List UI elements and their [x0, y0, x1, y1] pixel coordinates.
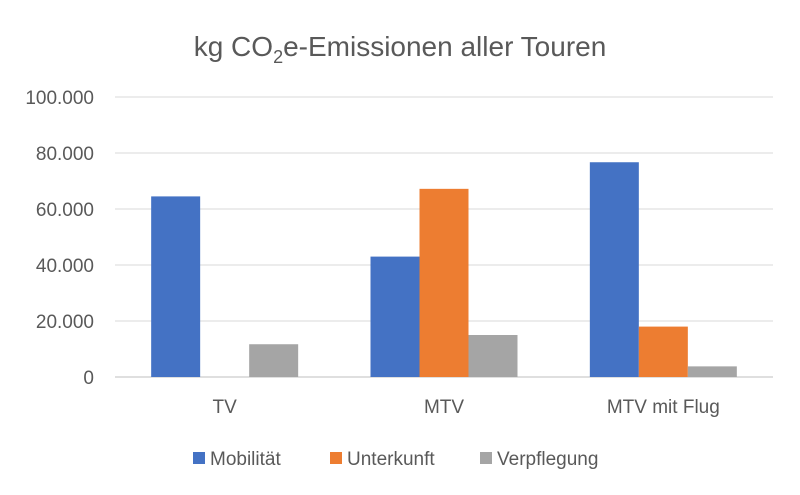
x-tick-label: MTV: [424, 397, 464, 418]
legend-label: Mobilität: [210, 449, 281, 470]
bar-unterkunft: [638, 326, 688, 377]
y-tick-label: 80.000: [36, 144, 94, 165]
legend-label: Verpflegung: [497, 449, 598, 470]
bar-mobilität: [151, 196, 201, 377]
bar-unterkunft: [419, 188, 469, 377]
y-tick-label: 40.000: [36, 256, 94, 277]
y-tick-label: 20.000: [36, 312, 94, 333]
bar-verpflegung: [468, 335, 518, 377]
legend-swatch: [330, 452, 342, 464]
legend-swatch: [193, 452, 205, 464]
bar-verpflegung: [687, 366, 737, 377]
bar-mobilität: [370, 256, 420, 377]
chart-title: kg CO2e-Emissionen aller Touren: [194, 31, 607, 67]
legend-label: Unterkunft: [347, 449, 435, 470]
x-tick-label: MTV mit Flug: [607, 397, 720, 418]
bar-verpflegung: [249, 344, 299, 377]
x-tick-label: TV: [213, 397, 238, 418]
y-tick-label: 100.000: [25, 88, 94, 109]
bar-mobilität: [589, 162, 639, 377]
y-tick-label: 0: [83, 368, 94, 389]
y-tick-label: 60.000: [36, 200, 94, 221]
legend-swatch: [480, 452, 492, 464]
